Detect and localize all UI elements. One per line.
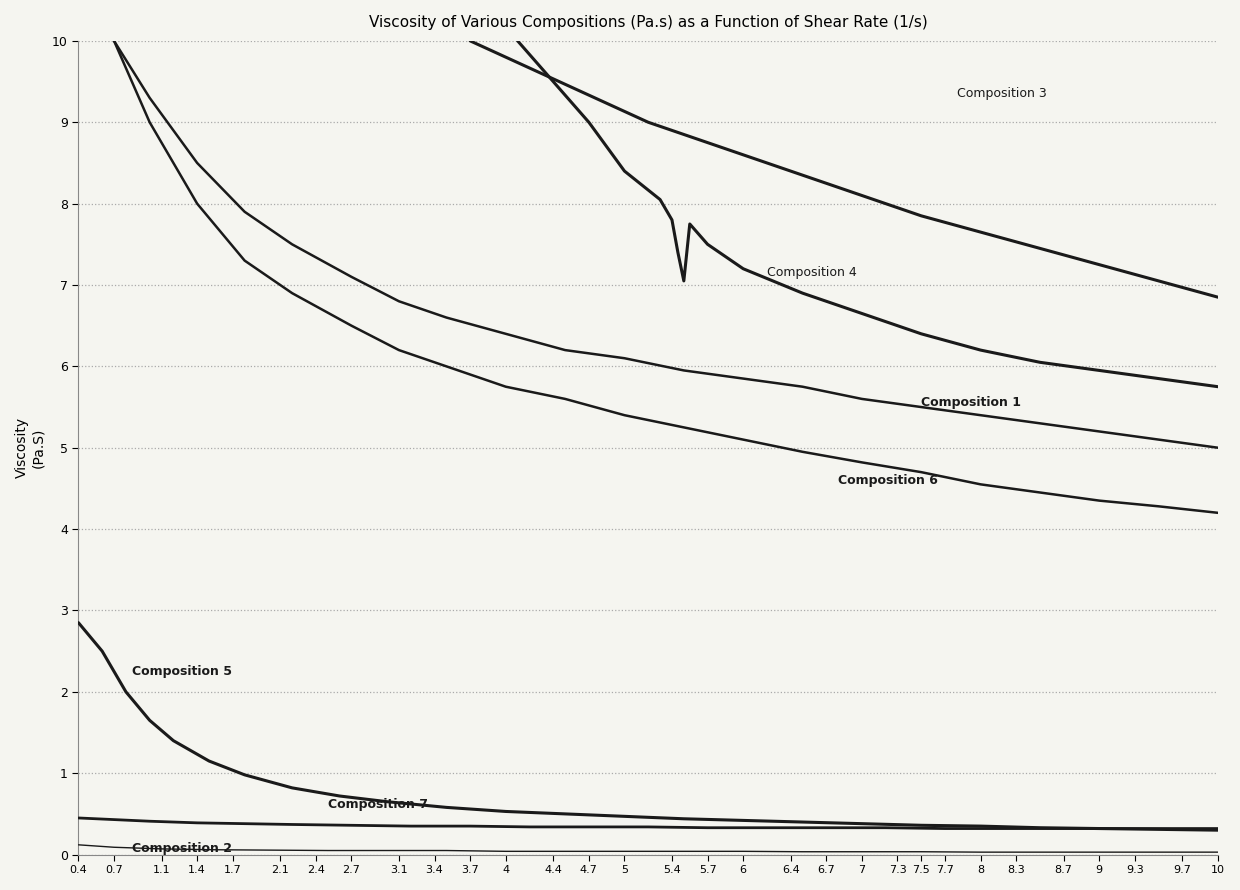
Text: Composition 5: Composition 5 (131, 665, 232, 678)
Text: Composition 4: Composition 4 (766, 266, 857, 279)
Text: Composition 1: Composition 1 (921, 396, 1022, 409)
Text: Composition 3: Composition 3 (957, 87, 1047, 101)
Text: Composition 2: Composition 2 (131, 842, 232, 854)
Text: Composition 6: Composition 6 (838, 473, 937, 487)
Title: Viscosity of Various Compositions (Pa.s) as a Function of Shear Rate (1/s): Viscosity of Various Compositions (Pa.s)… (368, 15, 928, 30)
Text: Composition 7: Composition 7 (327, 797, 428, 811)
Y-axis label: Viscosity
(Pa.S): Viscosity (Pa.S) (15, 417, 45, 478)
